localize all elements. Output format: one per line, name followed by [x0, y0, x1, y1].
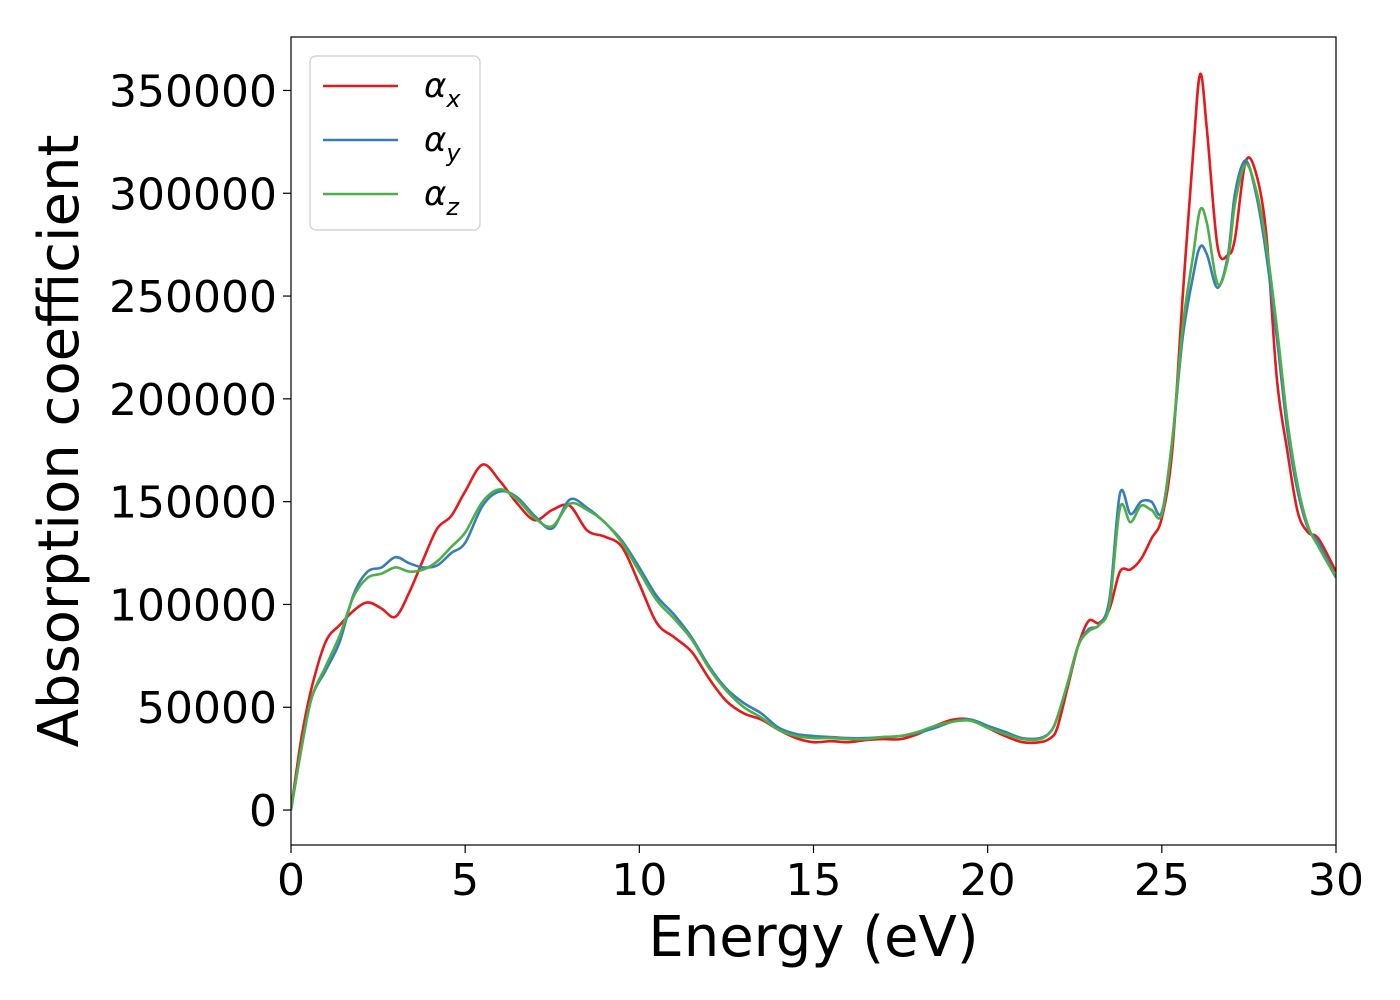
x-tick-label: 15 [786, 855, 842, 906]
y-tick-label: 0 [249, 786, 277, 837]
series-layer [291, 72, 1336, 811]
legend-label-y: αy [424, 120, 461, 167]
y-axis-title: Absorption coefficient [27, 135, 92, 748]
y-axis: 0 50000 100000 150000 200000 250000 300000 3500… [109, 66, 291, 837]
series-line-z [291, 163, 1336, 811]
y-tick-label: 300000 [109, 169, 277, 220]
x-tick-label: 30 [1308, 855, 1364, 906]
x-tick-label: 0 [277, 855, 305, 906]
x-tick-label: 25 [1134, 855, 1190, 906]
y-tick-label: 100000 [109, 580, 277, 631]
y-tick-label: 150000 [109, 478, 277, 529]
x-axis-title: Energy (eV) [648, 905, 978, 970]
x-tick-label: 10 [611, 855, 667, 906]
x-tick-label: 5 [451, 855, 479, 906]
series-line-y [291, 159, 1336, 811]
legend-label-x: αx [424, 66, 461, 113]
series-line-x [291, 72, 1336, 811]
legend-label-z: αz [424, 174, 460, 221]
y-tick-label: 200000 [109, 375, 277, 426]
x-tick-label: 20 [960, 855, 1016, 906]
legend: αx αy αz [309, 55, 481, 231]
y-tick-label: 50000 [137, 683, 277, 734]
x-axis: 0 5 10 15 20 25 30 [277, 845, 1364, 906]
y-tick-label: 250000 [109, 272, 277, 323]
legend-box [309, 55, 481, 231]
y-tick-label: 350000 [109, 66, 277, 117]
